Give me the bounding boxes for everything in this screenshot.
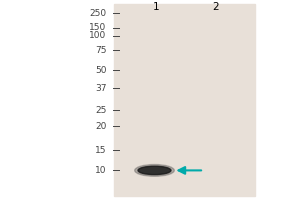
Text: 2: 2 bbox=[213, 2, 219, 12]
Text: 75: 75 bbox=[95, 46, 106, 55]
Text: 10: 10 bbox=[95, 166, 106, 175]
Text: 15: 15 bbox=[95, 146, 106, 155]
Text: 1: 1 bbox=[153, 2, 159, 12]
Text: 37: 37 bbox=[95, 84, 106, 93]
Text: 20: 20 bbox=[95, 122, 106, 131]
Bar bbox=[114, 4, 255, 196]
Text: 250: 250 bbox=[89, 8, 106, 18]
Text: 50: 50 bbox=[95, 66, 106, 75]
Text: 25: 25 bbox=[95, 106, 106, 115]
Text: 100: 100 bbox=[89, 31, 106, 40]
Text: 150: 150 bbox=[89, 23, 106, 32]
Ellipse shape bbox=[138, 166, 171, 175]
Ellipse shape bbox=[135, 165, 174, 176]
